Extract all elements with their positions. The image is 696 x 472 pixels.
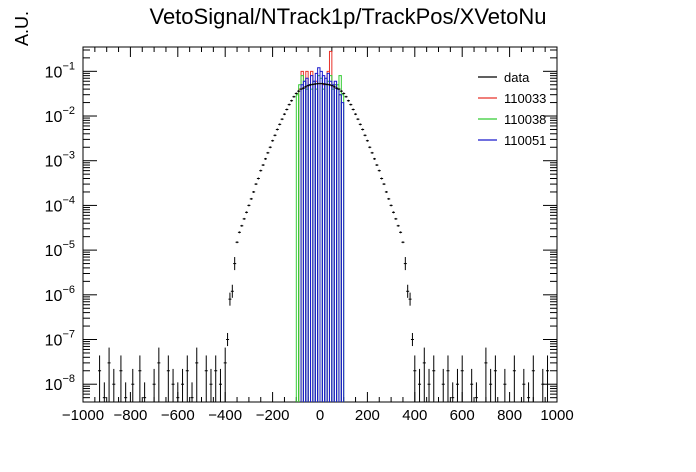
- y-tick-label: 10−2: [45, 105, 75, 126]
- chart-title: VetoSignal/NTrack1p/TrackPos/XVetoNu: [149, 4, 547, 29]
- x-tick-label: 0: [316, 407, 324, 424]
- x-tick-label: −1000: [62, 407, 104, 424]
- x-tick-label: −400: [208, 407, 242, 424]
- y-tick-label: 10−1: [45, 60, 75, 81]
- y-tick-label: 10−4: [45, 194, 75, 215]
- y-tick-label: 10−8: [45, 373, 75, 394]
- y-tick-label: 10−3: [45, 150, 75, 171]
- legend-label-110051: 110051: [504, 133, 546, 148]
- hist-bar-110051: [340, 102, 345, 402]
- x-tick-label: −600: [161, 407, 195, 424]
- x-tick-label: 200: [355, 407, 380, 424]
- x-tick-label: 400: [402, 407, 427, 424]
- y-tick-label: 10−6: [45, 284, 75, 305]
- y-tick-label: 10−5: [45, 239, 75, 260]
- legend-label-data: data: [504, 70, 530, 85]
- legend-label-110033: 110033: [504, 91, 546, 106]
- x-tick-label: 800: [497, 407, 522, 424]
- x-tick-label: −800: [114, 407, 148, 424]
- x-tick-label: 1000: [540, 407, 573, 424]
- x-tick-label: 600: [450, 407, 475, 424]
- x-tick-label: −200: [256, 407, 290, 424]
- y-tick-label: 10−7: [45, 329, 75, 350]
- legend-label-110038: 110038: [504, 112, 546, 127]
